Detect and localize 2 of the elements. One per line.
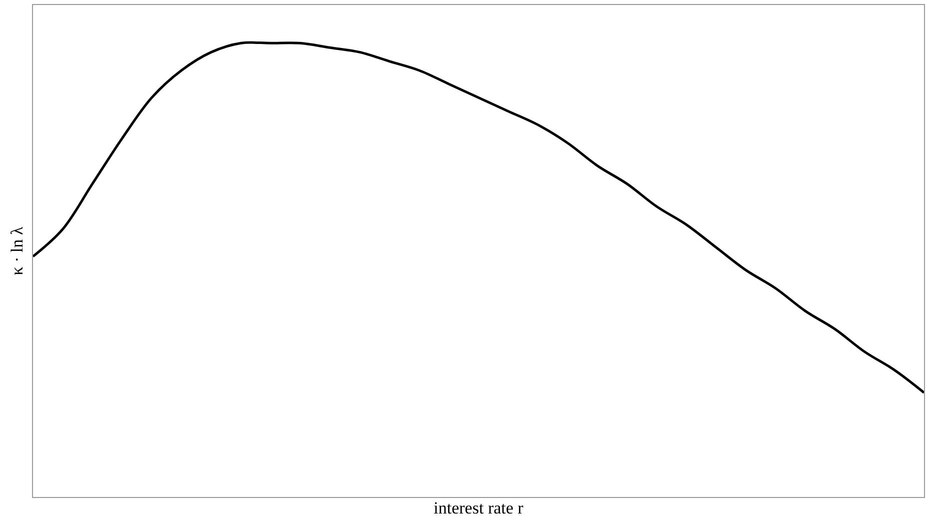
y-axis-title: κ · ln λ (8, 226, 27, 276)
x-axis-title: interest rate r (434, 498, 524, 518)
